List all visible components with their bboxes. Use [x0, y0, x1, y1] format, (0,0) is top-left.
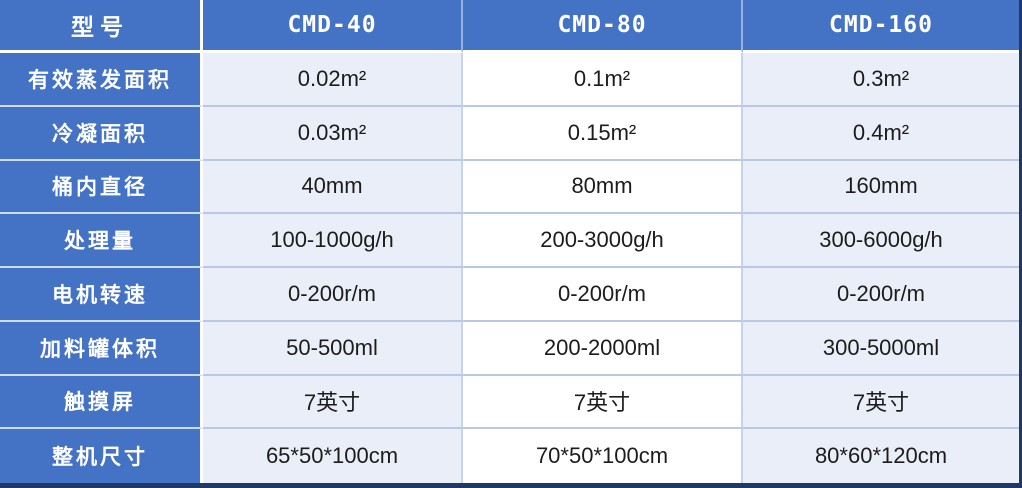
value-cell: 0.03m²: [203, 106, 463, 161]
row-label-throughput: 处理量: [0, 214, 203, 268]
value-cell: 0-200r/m: [463, 268, 743, 322]
row-label-barrel-diameter: 桶内直径: [0, 160, 203, 215]
value-cell: 0.15m²: [463, 106, 743, 161]
value-cell: 100-1000g/h: [203, 214, 463, 268]
row-label-touch-screen: 触摸屏: [0, 375, 203, 430]
row-label-feed-tank-volume: 加料罐体积: [0, 321, 203, 376]
value-cell: 0.02m²: [203, 53, 463, 107]
value-cell: 0-200r/m: [203, 268, 463, 322]
header-cell-cmd-160: CMD-160: [743, 0, 1019, 53]
header-cell-cmd-80: CMD-80: [463, 0, 743, 53]
value-cell: 80*60*120cm: [743, 429, 1019, 483]
value-cell: 200-3000g/h: [463, 214, 743, 268]
value-cell: 7英寸: [743, 375, 1019, 430]
row-label-condensation-area: 冷凝面积: [0, 106, 203, 161]
row-label-evaporation-area: 有效蒸发面积: [0, 53, 203, 107]
value-cell: 200-2000ml: [463, 321, 743, 376]
value-cell: 40mm: [203, 160, 463, 215]
value-cell: 0.1m²: [463, 53, 743, 107]
value-cell: 0-200r/m: [743, 268, 1019, 322]
row-label-motor-speed: 电机转速: [0, 268, 203, 322]
value-cell: 0.4m²: [743, 106, 1019, 161]
value-cell: 300-6000g/h: [743, 214, 1019, 268]
header-cell-cmd-40: CMD-40: [203, 0, 463, 53]
value-cell: 80mm: [463, 160, 743, 215]
row-label-overall-dimensions: 整机尺寸: [0, 429, 203, 483]
value-cell: 65*50*100cm: [203, 429, 463, 483]
value-cell: 300-5000ml: [743, 321, 1019, 376]
header-cell-model-label: 型号: [0, 0, 203, 53]
value-cell: 70*50*100cm: [463, 429, 743, 483]
value-cell: 7英寸: [203, 375, 463, 430]
value-cell: 7英寸: [463, 375, 743, 430]
value-cell: 160mm: [743, 160, 1019, 215]
value-cell: 50-500ml: [203, 321, 463, 376]
value-cell: 0.3m²: [743, 53, 1019, 107]
